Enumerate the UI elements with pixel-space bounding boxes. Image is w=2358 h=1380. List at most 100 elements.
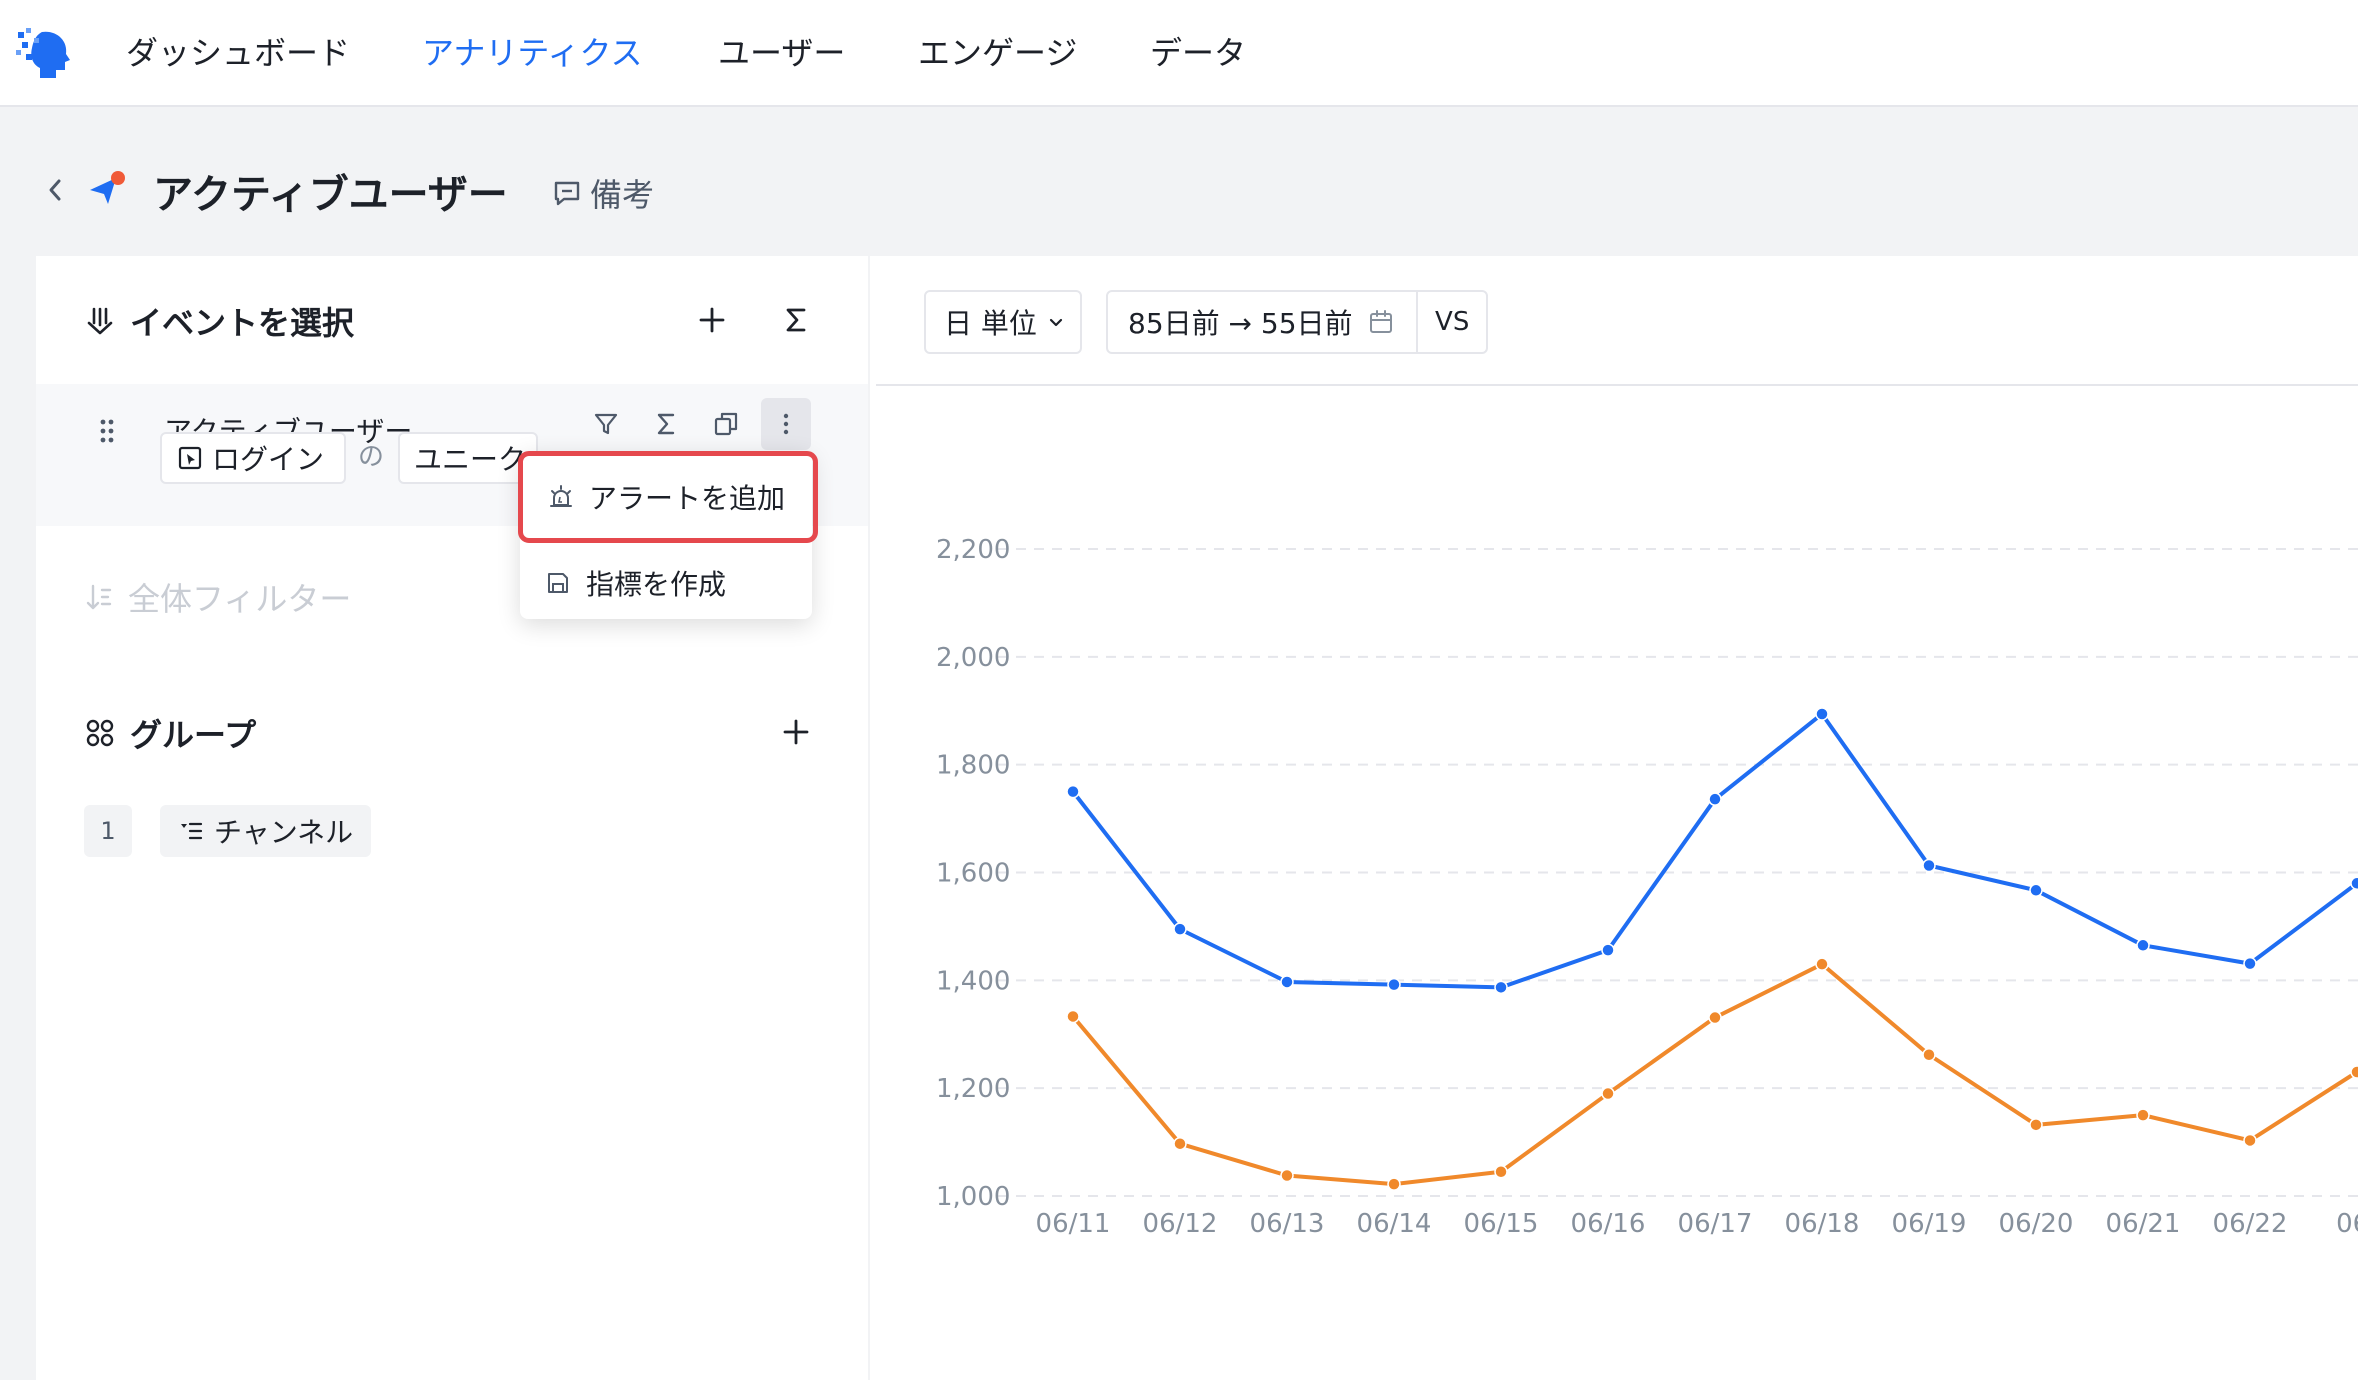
series-point xyxy=(1387,1177,1401,1191)
series-point xyxy=(2029,883,2043,898)
save-icon xyxy=(548,573,568,593)
series-point xyxy=(1173,922,1187,936)
series-point xyxy=(1494,980,1508,995)
query-config-panel: イベントを選択 アクティブユーザー xyxy=(36,256,868,1380)
event-section-title: イベントを選択 xyxy=(130,304,355,342)
grid-circles-icon xyxy=(86,719,114,747)
x-tick-label: 06/12 xyxy=(1143,1209,1218,1239)
event-filter-button[interactable] xyxy=(586,404,626,444)
brain-logo-icon[interactable] xyxy=(16,26,74,82)
sort-filter-icon xyxy=(86,584,112,610)
drag-handle-icon[interactable] xyxy=(96,414,118,448)
x-tick-label: 06/ xyxy=(2336,1209,2358,1239)
menu-item-create-metric[interactable]: 指標を作成 xyxy=(520,545,812,621)
y-tick-label: 1,200 xyxy=(936,1074,1010,1104)
page-title: アクティブユーザー xyxy=(153,172,508,218)
series-point xyxy=(1494,1164,1508,1179)
menu-item-add-alert[interactable]: アラートを追加 xyxy=(518,451,818,543)
y-tick-label: 2,000 xyxy=(936,643,1010,673)
menu-item-label: アラートを追加 xyxy=(589,482,786,515)
calendar-icon xyxy=(1369,310,1392,333)
compare-vs-button[interactable]: VS xyxy=(1416,292,1486,352)
y-tick-label: 2,200 xyxy=(936,535,1010,565)
nav-item-users[interactable]: ユーザー xyxy=(718,34,846,72)
nav-item-analytics[interactable]: アナリティクス xyxy=(422,34,643,72)
top-navigation-bar: ダッシュボード アナリティクス ユーザー エンゲージ データ xyxy=(0,0,2358,107)
x-tick-label: 06/15 xyxy=(1464,1209,1539,1239)
add-group-button[interactable] xyxy=(776,712,816,752)
toolbar-divider xyxy=(876,384,2358,386)
series-point xyxy=(1280,1168,1294,1183)
series-point xyxy=(1173,1136,1187,1151)
event-type-label: ログイン xyxy=(212,443,325,476)
y-tick-label: 1,000 xyxy=(936,1182,1010,1212)
sigma-icon xyxy=(657,413,675,435)
event-copy-button[interactable] xyxy=(706,404,746,444)
series-point xyxy=(1066,1009,1080,1024)
series-point xyxy=(2350,876,2358,891)
event-section-header: イベントを選択 xyxy=(84,298,354,344)
x-tick-label: 06/22 xyxy=(2213,1209,2288,1239)
x-tick-label: 06/14 xyxy=(1357,1209,1432,1239)
cursor-click-icon xyxy=(178,446,202,470)
event-sigma-button[interactable] xyxy=(646,404,686,444)
back-chevron-icon[interactable] xyxy=(40,170,70,210)
group-index-badge: 1 xyxy=(84,805,132,857)
line-chart: 1,000 1,200 1,400 1,600 1,800 2,000 2,200 06/11… xyxy=(936,535,2358,1239)
event-merge-icon xyxy=(87,307,113,335)
note-button[interactable]: 備考 xyxy=(552,170,654,216)
series-point xyxy=(1708,792,1722,806)
event-more-button[interactable] xyxy=(761,398,811,450)
series-point xyxy=(1815,707,1829,721)
group-chip-channel[interactable]: チャンネル xyxy=(160,805,372,857)
menu-item-label: 指標を作成 xyxy=(586,568,727,601)
event-type-chip[interactable]: ログイン xyxy=(160,432,346,484)
add-event-button[interactable] xyxy=(692,300,732,340)
x-tick-label: 06/20 xyxy=(1999,1209,2074,1239)
granularity-select[interactable]: 日 単位 xyxy=(924,290,1082,354)
chart-panel: 日 単位 85日前 → 55日前 VS 1,000 1,200 1,400 1,600… xyxy=(870,256,2358,1380)
x-tick-label: 06/19 xyxy=(1892,1209,1967,1239)
series-point xyxy=(1601,1086,1615,1101)
sigma-icon xyxy=(786,308,806,332)
global-filter-title: 全体フィルター xyxy=(128,580,352,618)
series-point xyxy=(2029,1118,2043,1132)
x-tick-label: 06/17 xyxy=(1678,1209,1753,1239)
series-point xyxy=(2243,1133,2257,1148)
of-connector-label: の xyxy=(358,442,385,472)
event-row: アクティブユーザー ログイン の ユニーク xyxy=(36,384,868,526)
copy-icon xyxy=(714,412,738,436)
note-label: 備考 xyxy=(590,176,655,214)
nav-item-data[interactable]: データ xyxy=(1150,34,1247,72)
global-filter-header[interactable]: 全体フィルター xyxy=(84,574,351,620)
series-point xyxy=(1066,784,1080,799)
series-line-1 xyxy=(1071,711,2358,990)
series-line-2 xyxy=(1071,962,2358,1187)
series-point xyxy=(2350,1065,2358,1079)
tree-list-icon xyxy=(181,822,203,840)
date-range-picker[interactable]: 85日前 → 55日前 VS xyxy=(1106,290,1488,354)
chevron-down-icon xyxy=(1049,318,1063,327)
comment-icon xyxy=(554,181,580,206)
nav-item-engage[interactable]: エンゲージ xyxy=(918,34,1078,72)
series-point xyxy=(2136,938,2150,953)
add-formula-button[interactable] xyxy=(776,300,816,340)
x-tick-label: 06/13 xyxy=(1250,1209,1325,1239)
x-tick-label: 06/21 xyxy=(2106,1209,2181,1239)
nav-item-dashboard[interactable]: ダッシュボード xyxy=(126,34,351,72)
series-point xyxy=(2243,956,2257,971)
series-point xyxy=(1708,1010,1722,1025)
plus-icon xyxy=(699,307,725,333)
x-tick-label: 06/11 xyxy=(1036,1209,1111,1239)
metric-type-label: ユニーク xyxy=(414,443,527,476)
metric-type-chip[interactable]: ユニーク xyxy=(398,432,538,484)
series-point xyxy=(1922,858,1936,873)
x-tick-label: 06/18 xyxy=(1785,1209,1860,1239)
y-tick-label: 1,600 xyxy=(936,859,1010,889)
series-point xyxy=(2136,1108,2150,1122)
date-range-value: 85日前 → 55日前 xyxy=(1128,307,1353,340)
alarm-icon xyxy=(550,485,572,507)
filter-icon xyxy=(594,413,618,435)
series-point xyxy=(1387,977,1401,992)
plus-icon xyxy=(783,719,809,745)
